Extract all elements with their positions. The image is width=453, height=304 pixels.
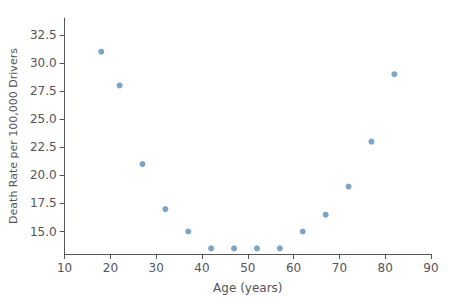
svg-text:40: 40	[194, 261, 209, 275]
svg-text:15.0: 15.0	[30, 225, 57, 239]
svg-text:80: 80	[378, 261, 393, 275]
svg-text:22.5: 22.5	[30, 140, 57, 154]
svg-text:60: 60	[286, 261, 301, 275]
svg-text:32.5: 32.5	[30, 28, 57, 42]
svg-text:90: 90	[423, 261, 438, 275]
svg-text:17.5: 17.5	[30, 196, 57, 210]
svg-text:Age (years): Age (years)	[213, 281, 282, 295]
svg-text:50: 50	[240, 261, 255, 275]
svg-text:30: 30	[149, 261, 164, 275]
svg-text:27.5: 27.5	[30, 84, 57, 98]
svg-text:25.0: 25.0	[30, 112, 57, 126]
svg-text:70: 70	[332, 261, 347, 275]
svg-text:30.0: 30.0	[30, 56, 57, 70]
svg-text:Death Rate per 100,000 Drivers: Death Rate per 100,000 Drivers	[7, 48, 20, 224]
svg-text:20: 20	[103, 261, 118, 275]
svg-text:20.0: 20.0	[30, 168, 57, 182]
svg-text:10: 10	[57, 261, 72, 275]
